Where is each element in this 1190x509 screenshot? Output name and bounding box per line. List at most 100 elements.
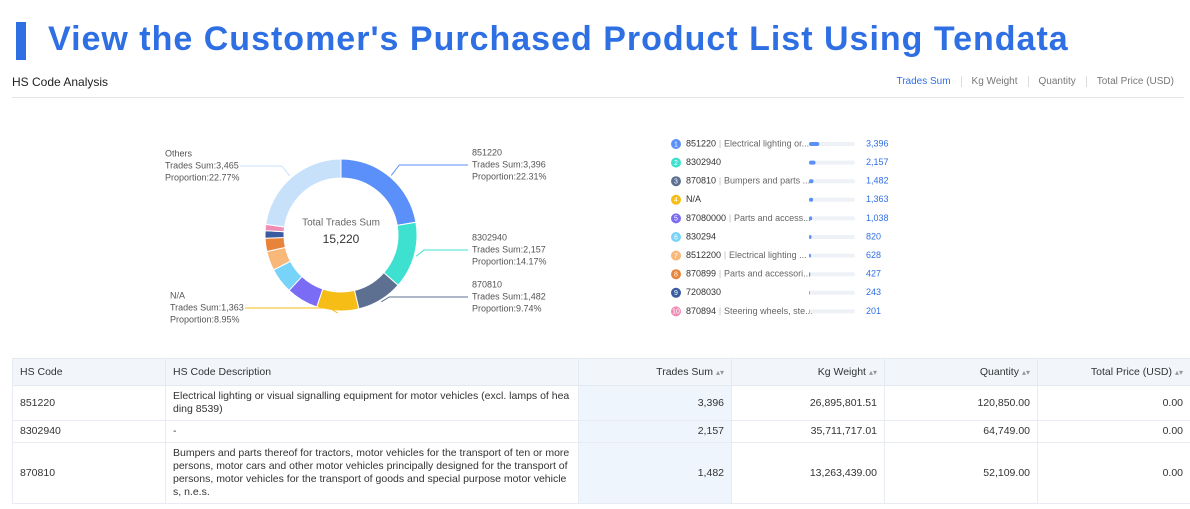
- rank-badge: [671, 157, 681, 168]
- rank-badge: [671, 250, 681, 261]
- table-cell: 120,850.00: [884, 385, 1038, 421]
- table-row: 851220 Electrical lighting or visual sign…: [12, 385, 1190, 421]
- segment-value: Trades Sum:3,465: [165, 160, 239, 170]
- leader-line: [390, 164, 468, 176]
- header-text: Kg Weight: [817, 366, 866, 378]
- bar: [809, 253, 811, 258]
- rank-number: 8: [674, 272, 678, 279]
- rank-badge: [671, 287, 681, 298]
- table-cell: 2,157: [578, 420, 732, 443]
- tab[interactable]: Quantity: [1027, 76, 1086, 87]
- data-table: HS Code HS Code Description Trades Sum ▴▾ Kg…: [12, 358, 1190, 504]
- donut-segment: [340, 158, 417, 226]
- hs-description: Parts and access...: [734, 213, 811, 223]
- bar-track: [809, 197, 855, 202]
- bar: [809, 272, 811, 277]
- hs-code: 8512200: [686, 250, 721, 260]
- hs-code: 830294: [686, 231, 716, 241]
- donut-segment: [265, 158, 342, 228]
- bar-track: [809, 309, 855, 314]
- header-text: Trades Sum: [656, 366, 713, 378]
- hs-description: Steering wheels, ste...: [724, 306, 813, 316]
- rank-badge: [671, 176, 681, 187]
- rank-badge: [671, 194, 681, 205]
- header-text: HS Code Description: [173, 366, 272, 378]
- bar: [809, 235, 812, 239]
- column-header[interactable]: Trades Sum ▴▾: [578, 358, 732, 386]
- column-header[interactable]: Kg Weight ▴▾: [731, 358, 885, 386]
- header-text: Quantity: [979, 366, 1019, 378]
- panel-title: HS Code Analysis: [12, 75, 109, 89]
- rank-value: 1,482: [866, 176, 889, 186]
- hs-code: 870810: [686, 176, 716, 186]
- rank-number: 6: [674, 234, 678, 241]
- sort-icon[interactable]: ▴▾: [1174, 368, 1183, 377]
- title-accent: [16, 22, 26, 60]
- segment-value: Trades Sum:1,363: [170, 302, 244, 312]
- rank-value: 201: [866, 306, 881, 316]
- hs-description: Bumpers and parts ...: [724, 176, 810, 186]
- hs-code: 8302940: [686, 157, 721, 167]
- table-cell: Bumpers and parts thereof for tractors, …: [165, 442, 579, 504]
- segment-label: Others: [165, 148, 193, 158]
- rank-number: 5: [674, 216, 678, 223]
- column-header[interactable]: Total Price (USD) ▴▾: [1037, 358, 1190, 386]
- segment-proportion: Proportion:22.77%: [165, 172, 240, 182]
- table-cell: 3,396: [578, 385, 732, 421]
- segment-label: N/A: [170, 290, 185, 300]
- tab[interactable]: Total Price (USD): [1085, 76, 1184, 87]
- header-text: HS Code: [20, 366, 63, 378]
- table-cell: 1,482: [578, 442, 732, 504]
- center-title: Total Trades Sum: [302, 218, 380, 229]
- rank-number: 9: [674, 290, 678, 297]
- rank-number: 10: [672, 309, 680, 316]
- bar: [809, 179, 814, 184]
- segment-value: Trades Sum:2,157: [472, 244, 546, 254]
- leader-line: [381, 296, 468, 303]
- header-text: Total Price (USD): [1090, 366, 1172, 378]
- sort-icon[interactable]: ▴▾: [1021, 368, 1030, 377]
- bar: [809, 160, 816, 165]
- table-cell: -: [165, 420, 579, 443]
- rank-badge: [671, 306, 681, 317]
- column-header[interactable]: Quantity ▴▾: [884, 358, 1038, 386]
- bar: [809, 309, 810, 314]
- sort-icon[interactable]: ▴▾: [715, 368, 724, 377]
- tab[interactable]: Kg Weight: [960, 76, 1028, 87]
- bar: [809, 290, 810, 295]
- table-cell: 8302940: [12, 420, 166, 443]
- segment-value: Trades Sum:3,396: [472, 159, 546, 169]
- rank-number: 4: [674, 197, 678, 204]
- rank-value: 1,038: [866, 213, 889, 223]
- table-cell: 52,109.00: [884, 442, 1038, 504]
- rank-value: 3,396: [866, 138, 889, 148]
- segment-proportion: Proportion:8.95%: [170, 314, 240, 324]
- table-row: 870810 Bumpers and parts thereof for trac…: [12, 442, 1190, 504]
- rank-value: 2,157: [866, 157, 889, 167]
- bar: [809, 142, 820, 146]
- segment-proportion: Proportion:9.74%: [472, 303, 542, 313]
- hs-code: 851220: [686, 138, 716, 148]
- bar-track: [809, 253, 855, 258]
- leader-line: [245, 307, 338, 314]
- rank-number: 3: [674, 179, 678, 186]
- segment-label: 8302940: [472, 232, 507, 242]
- center-value: 15,220: [323, 232, 360, 246]
- table-cell: 0.00: [1037, 442, 1190, 504]
- column-header: HS Code Description: [165, 358, 579, 386]
- rank-value: 427: [866, 269, 881, 279]
- chart: Total Trades Sum 15,220 851220 Trades Sum:3…: [165, 138, 889, 324]
- rank-value: 820: [866, 231, 881, 241]
- table-cell: 0.00: [1037, 385, 1190, 421]
- hs-code: 870894: [686, 306, 716, 316]
- segment-proportion: Proportion:22.31%: [472, 171, 547, 181]
- segment-label: 851220: [472, 147, 502, 157]
- table-cell: 851220: [12, 385, 166, 421]
- hs-code: 7208030: [686, 287, 721, 297]
- tab[interactable]: Trades Sum: [896, 76, 951, 87]
- rank-value: 628: [866, 250, 881, 260]
- bar-track: [809, 290, 855, 295]
- rank-number: 7: [674, 253, 678, 260]
- rank-badge: [671, 139, 681, 149]
- sort-icon[interactable]: ▴▾: [868, 368, 877, 377]
